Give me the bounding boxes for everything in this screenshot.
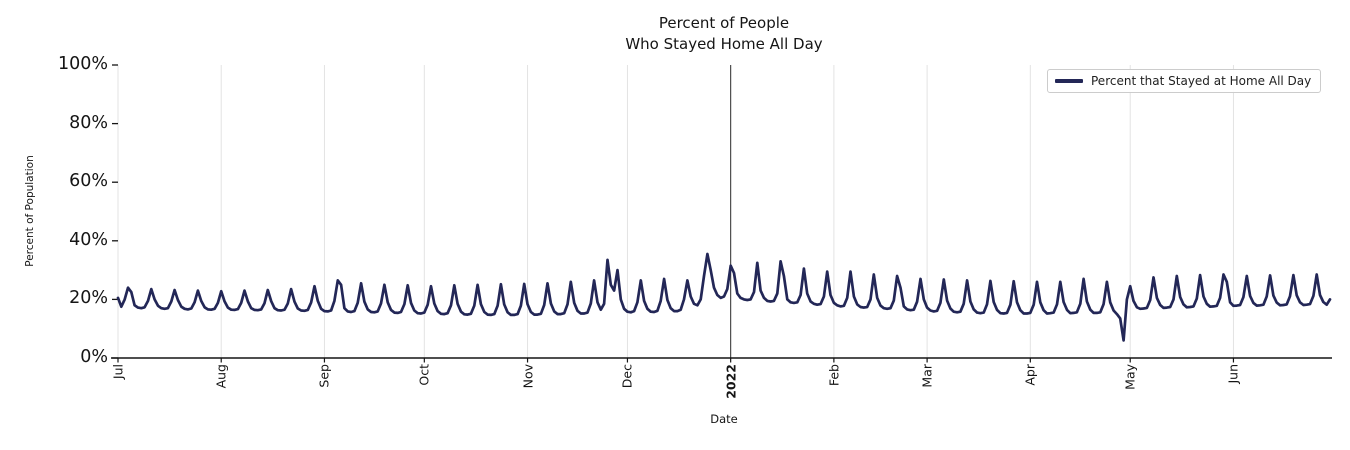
legend-line-sample	[1055, 79, 1083, 83]
legend: Percent that Stayed at Home All Day	[1047, 69, 1322, 93]
x-tick-label: Nov	[520, 364, 536, 389]
y-tick-label: 60%	[69, 171, 108, 192]
x-tick-label: Mar	[919, 364, 935, 388]
y-tick-label: 20%	[69, 288, 108, 309]
chart-title: Percent of People Who Stayed Home All Da…	[118, 13, 1330, 55]
y-tick-label: 0%	[80, 347, 108, 367]
legend-label: Percent that Stayed at Home All Day	[1091, 74, 1312, 88]
x-tick-label: May	[1122, 364, 1138, 390]
x-tick-label: Feb	[826, 364, 842, 387]
x-tick-label: Aug	[213, 364, 229, 389]
x-tick-label: Sep	[316, 364, 332, 388]
x-tick-label: Apr	[1022, 364, 1038, 386]
x-axis-label: Date	[710, 412, 738, 426]
x-tick-label: Oct	[416, 364, 432, 386]
x-tick-label: Jun	[1225, 364, 1241, 384]
x-tick-label: Dec	[619, 364, 635, 389]
x-tick-label: Jul	[110, 364, 126, 380]
stayed-home-series-line	[116, 252, 1332, 342]
y-tick-label: 40%	[69, 229, 108, 250]
y-tick-label: 100%	[57, 54, 108, 74]
chart-title-line2: Who Stayed Home All Day	[625, 35, 823, 53]
chart-title-line1: Percent of People	[658, 14, 790, 32]
y-tick-label: 80%	[69, 112, 108, 133]
x-tick-label: 2022	[723, 364, 739, 399]
